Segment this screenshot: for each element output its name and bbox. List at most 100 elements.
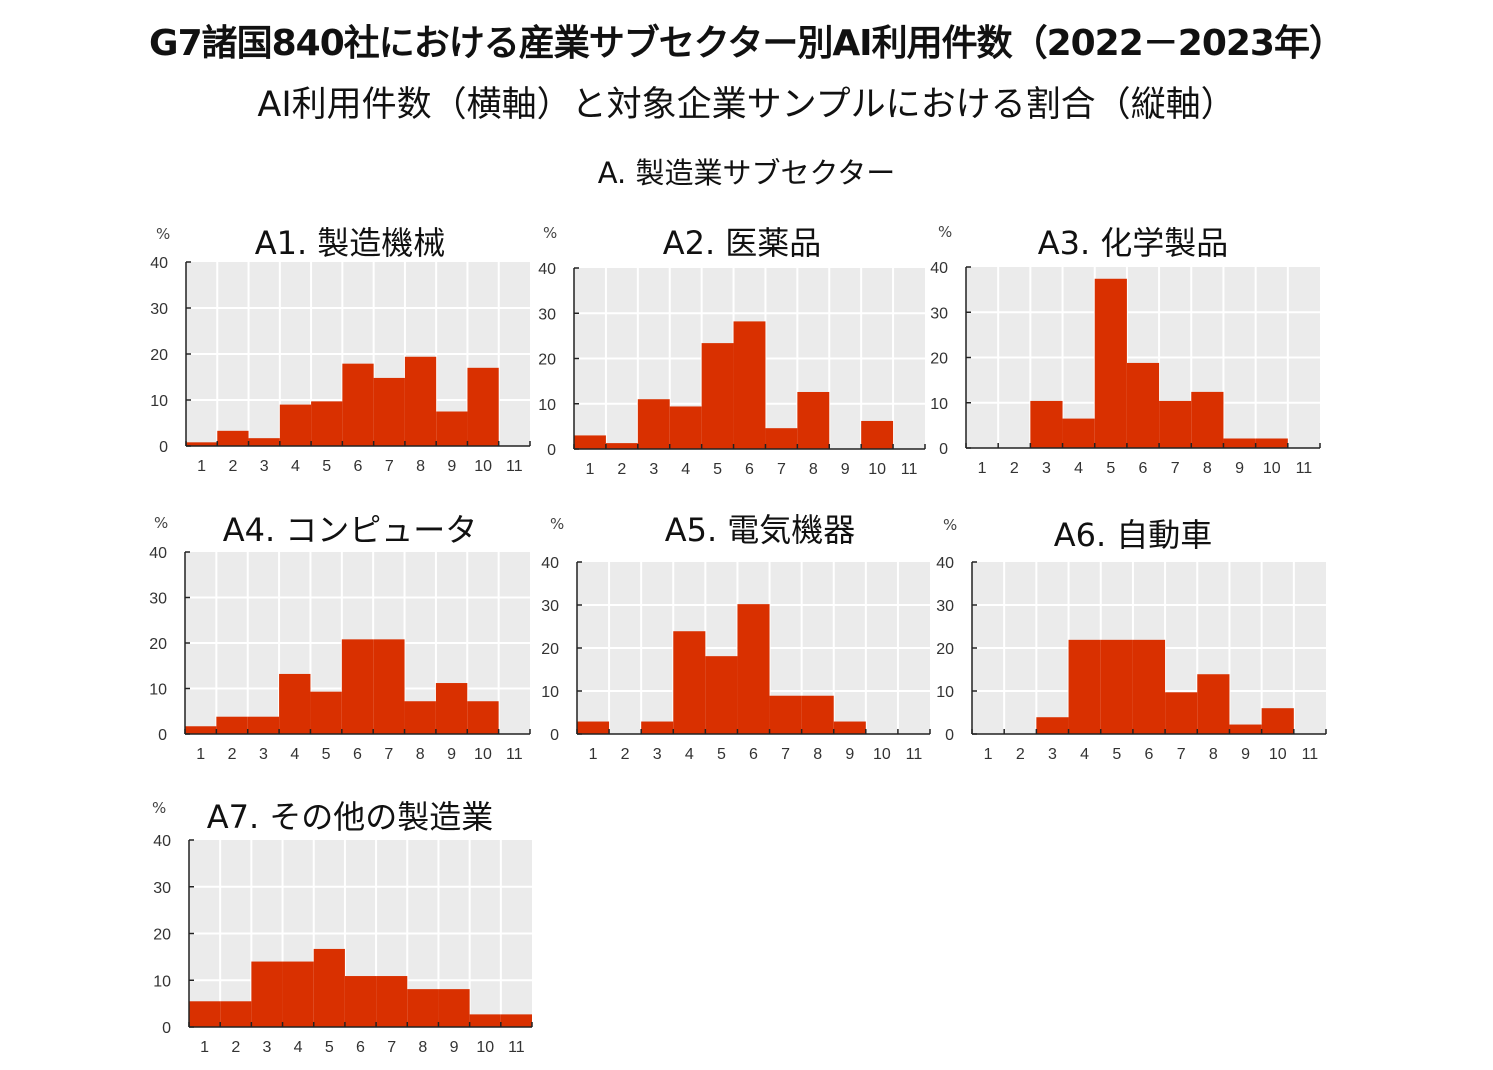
bar-a3-5	[1094, 278, 1127, 448]
x-tick-label: 1	[589, 746, 598, 763]
x-tick-label: 5	[322, 746, 331, 763]
x-tick-label: 7	[1177, 746, 1186, 763]
chart-title-a4: A4. コンピュータ	[222, 511, 478, 549]
x-tick-label: 2	[1010, 460, 1019, 477]
bar-a4-7	[373, 639, 405, 734]
bar-a3-8	[1191, 391, 1224, 448]
y-unit-a5: %	[550, 515, 565, 533]
bar-a1-9	[436, 411, 468, 446]
bar-a5-1	[577, 721, 610, 734]
x-tick-label: 8	[1209, 746, 1218, 763]
bar-a6-6	[1132, 639, 1166, 734]
bar-a3-9	[1223, 438, 1256, 448]
bar-a7-4	[282, 961, 314, 1027]
x-tick-label: 3	[260, 458, 269, 475]
x-tick-label: 7	[384, 746, 393, 763]
x-tick-label: 11	[508, 1039, 525, 1056]
x-tick-label: 7	[781, 746, 790, 763]
bar-a5-7	[769, 695, 802, 734]
bar-a5-6	[737, 604, 770, 734]
bar-a2-4	[669, 406, 702, 449]
bar-a5-8	[801, 695, 834, 734]
bar-a3-7	[1159, 400, 1192, 448]
bar-a1-7	[373, 377, 405, 446]
x-tick-label: 3	[649, 461, 658, 478]
y-tick-label: 30	[149, 591, 167, 608]
bar-a7-11	[500, 1014, 532, 1027]
y-tick-label: 30	[538, 306, 556, 323]
x-tick-label: 7	[1171, 460, 1180, 477]
bar-a5-5	[705, 656, 738, 734]
x-tick-label: 5	[717, 746, 726, 763]
chart-title-a3: A3. 化学製品	[1037, 224, 1229, 262]
x-tick-label: 8	[418, 1039, 427, 1056]
bar-a4-3	[247, 716, 280, 734]
bar-a1-10	[467, 367, 499, 446]
y-tick-label: 40	[541, 555, 559, 572]
x-tick-label: 3	[263, 1039, 272, 1056]
x-tick-label: 5	[713, 461, 722, 478]
y-tick-label: 30	[936, 598, 954, 615]
bar-a2-3	[637, 399, 670, 449]
x-tick-label: 7	[777, 461, 786, 478]
y-unit-a2: %	[543, 224, 558, 242]
x-tick-label: 5	[1112, 746, 1121, 763]
x-tick-label: 4	[681, 461, 690, 478]
bar-a2-8	[797, 391, 830, 449]
x-tick-label: 6	[1139, 460, 1148, 477]
bar-a4-9	[435, 683, 468, 734]
bar-a1-4	[279, 404, 312, 446]
x-tick-label: 8	[1203, 460, 1212, 477]
x-tick-label: 3	[259, 746, 268, 763]
bar-a4-6	[341, 639, 374, 734]
y-tick-label: 40	[538, 261, 556, 278]
y-tick-label: 20	[149, 636, 167, 653]
x-tick-label: 11	[506, 458, 523, 475]
y-unit-a7: %	[152, 799, 167, 817]
bar-a4-4	[279, 673, 311, 734]
x-tick-label: 9	[447, 746, 456, 763]
bar-a5-3	[641, 721, 674, 734]
bar-a2-2	[605, 443, 638, 449]
bar-a4-10	[467, 701, 499, 734]
x-tick-label: 1	[586, 461, 595, 478]
y-unit-a6: %	[943, 516, 958, 534]
x-tick-label: 5	[1106, 460, 1115, 477]
x-tick-label: 11	[506, 746, 523, 763]
y-unit-a4: %	[154, 514, 169, 532]
y-tick-label: 20	[930, 351, 948, 368]
bar-a4-8	[404, 701, 436, 734]
y-tick-label: 30	[153, 880, 171, 897]
x-tick-label: 10	[474, 746, 492, 763]
x-tick-label: 6	[353, 746, 362, 763]
x-tick-label: 1	[978, 460, 987, 477]
y-tick-label: 20	[150, 347, 168, 364]
x-tick-label: 6	[356, 1039, 365, 1056]
x-tick-label: 11	[901, 461, 918, 478]
y-tick-label: 10	[153, 973, 171, 990]
bar-a7-9	[438, 989, 470, 1027]
bar-a6-7	[1165, 692, 1198, 734]
x-tick-label: 3	[1042, 460, 1051, 477]
y-tick-label: 10	[930, 396, 948, 413]
x-tick-label: 10	[868, 461, 886, 478]
x-tick-label: 7	[385, 458, 394, 475]
y-tick-label: 20	[538, 352, 556, 369]
bar-a6-8	[1197, 674, 1230, 734]
bar-a3-3	[1030, 400, 1063, 448]
bar-a2-1	[574, 435, 606, 449]
y-tick-label: 40	[936, 555, 954, 572]
bar-a2-10	[861, 420, 894, 449]
bar-a1-1	[186, 442, 218, 446]
x-tick-label: 3	[1048, 746, 1057, 763]
x-tick-label: 8	[809, 461, 818, 478]
y-unit-a1: %	[156, 225, 171, 243]
bar-a4-5	[310, 691, 342, 734]
bar-a2-7	[765, 428, 798, 449]
bar-a4-1	[185, 726, 217, 734]
chart-title-a2: A2. 医薬品	[662, 224, 822, 262]
y-tick-label: 0	[550, 727, 559, 744]
y-tick-label: 40	[930, 260, 948, 277]
x-tick-label: 3	[653, 746, 662, 763]
